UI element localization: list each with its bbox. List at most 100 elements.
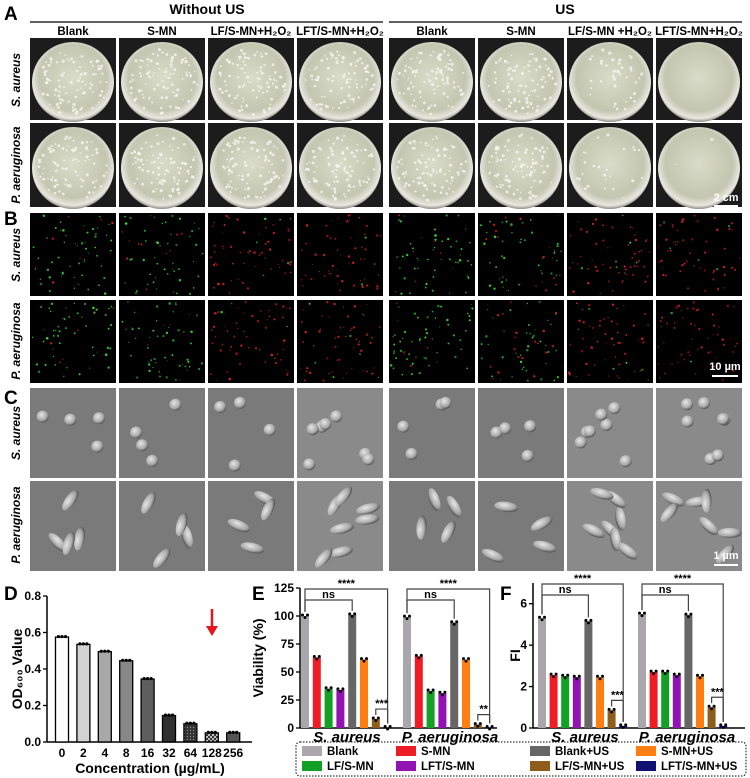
sem-background [389, 388, 475, 478]
colony [171, 148, 174, 151]
colony [268, 107, 272, 111]
coccus-cell [608, 402, 621, 415]
colony [164, 74, 167, 77]
stained-bacterium [78, 373, 81, 376]
stained-bacterium [399, 349, 403, 353]
stained-bacterium [577, 221, 579, 223]
stained-bacterium [545, 344, 547, 347]
bar-lft-s-mn [672, 675, 681, 728]
stained-bacterium [37, 257, 40, 260]
colony [450, 176, 454, 179]
colony [242, 97, 245, 100]
stained-bacterium [258, 233, 260, 235]
colony [533, 89, 537, 92]
data-point [649, 669, 653, 673]
data-point [403, 614, 406, 618]
colony [225, 58, 229, 62]
bar-lf-s-mn+us [371, 719, 380, 728]
stained-bacterium [587, 304, 590, 307]
stained-bacterium [110, 239, 113, 242]
colony [271, 178, 274, 181]
stained-bacterium [525, 332, 528, 334]
fluorescence-background [567, 300, 653, 383]
stained-bacterium [434, 240, 436, 243]
colony [261, 91, 265, 94]
colony [71, 148, 74, 152]
bar-lf-s-mn+us [607, 710, 616, 728]
stained-bacterium [671, 223, 674, 227]
colony [255, 195, 259, 199]
colony [345, 178, 349, 182]
stained-bacterium [618, 363, 621, 366]
stained-bacterium [337, 283, 339, 285]
stained-bacterium [467, 276, 470, 279]
colony [440, 53, 443, 56]
data-point [429, 691, 433, 695]
colony [170, 161, 173, 165]
colony [240, 56, 242, 59]
coccus-cell [169, 398, 182, 411]
colony [354, 64, 358, 67]
colony [334, 175, 338, 179]
colony [193, 70, 196, 73]
stained-bacterium [647, 324, 649, 326]
colony [176, 146, 179, 149]
bar-256 [226, 732, 241, 743]
colony [95, 151, 99, 155]
data-point [643, 611, 646, 615]
stained-bacterium [65, 235, 67, 237]
colony [59, 101, 62, 105]
x-tick-label: 256 [223, 746, 243, 760]
colony [445, 148, 448, 151]
rod-cell [175, 512, 188, 536]
data-point [490, 724, 494, 728]
stained-bacterium [174, 302, 177, 304]
stained-bacterium [724, 363, 727, 366]
stained-bacterium [575, 302, 578, 305]
stained-bacterium [619, 342, 621, 344]
colony [528, 173, 531, 176]
colony [352, 100, 355, 103]
bar-lft-s-mn [336, 689, 345, 728]
colony [403, 185, 407, 188]
stained-bacterium [728, 225, 731, 228]
colony [230, 170, 234, 174]
colony [273, 175, 277, 179]
colony [400, 163, 403, 166]
panel-label-d: D [4, 584, 18, 605]
x-tick-label: 128 [202, 746, 222, 760]
colony [367, 154, 371, 158]
colony [540, 154, 544, 158]
stained-bacterium [646, 275, 649, 278]
data-point [231, 730, 235, 734]
colony [592, 164, 596, 168]
colony [618, 58, 622, 62]
column-labels: Blank S-MN LF/S-MN+H₂O₂ LFT/S-MN+H₂O₂ Blank S… [57, 26, 743, 38]
stained-bacterium [302, 285, 304, 287]
stained-bacterium [314, 253, 317, 256]
colony [265, 181, 270, 185]
stained-bacterium [62, 229, 65, 232]
colony [443, 173, 446, 176]
stained-bacterium [153, 357, 156, 361]
stained-bacterium [625, 273, 628, 275]
colony [364, 66, 368, 70]
stained-bacterium [147, 347, 150, 350]
colony [330, 52, 334, 56]
stained-bacterium [502, 312, 504, 315]
colony [236, 76, 240, 79]
stained-bacterium [595, 242, 598, 245]
stained-bacterium [437, 304, 440, 308]
colony [618, 72, 622, 75]
colony [495, 160, 498, 163]
colony [76, 69, 79, 73]
significance-label: **** [338, 578, 356, 590]
stained-bacterium [396, 256, 398, 258]
data-point [383, 724, 387, 728]
stained-bacterium [100, 265, 103, 267]
colony [332, 142, 335, 145]
stained-bacterium [323, 275, 326, 277]
colony [222, 165, 225, 168]
stained-bacterium [221, 343, 224, 346]
